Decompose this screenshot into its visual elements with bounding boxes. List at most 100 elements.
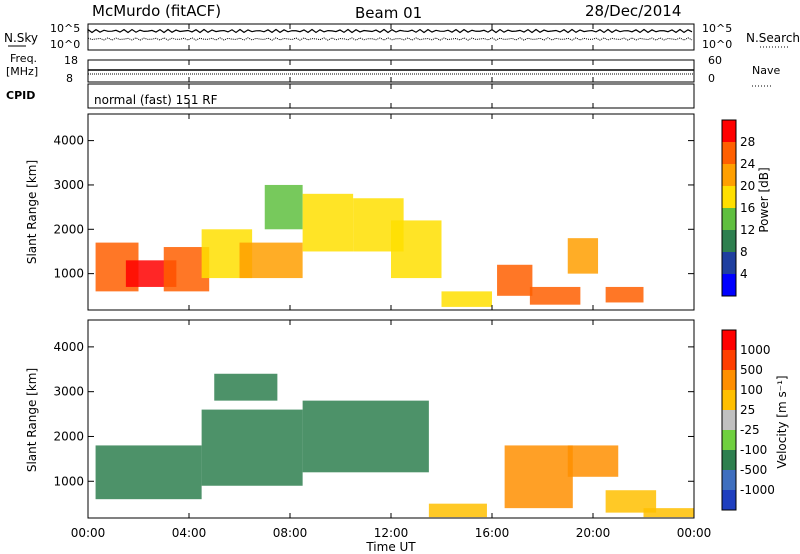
nsearch-label: N.Search	[746, 31, 800, 45]
nsky-tick-top: 10^5	[50, 22, 80, 35]
power-colorbar-frame	[721, 119, 737, 297]
nave-tick-bottom: 0	[708, 72, 715, 85]
velocity-colorbar-tick-label: 1000	[740, 343, 771, 357]
velocity-region	[643, 508, 694, 518]
power-colorbar-swatch	[722, 230, 736, 252]
nsearch-tick-bottom: 10^0	[702, 38, 732, 51]
power-colorbar-swatch	[722, 208, 736, 230]
velocity-colorbar-swatch	[722, 370, 736, 390]
velocity-colorbar-swatch	[722, 490, 736, 510]
velocity-colorbar-tick-label: 500	[740, 363, 763, 377]
velocity-colorbar-tick-label: -25	[740, 423, 760, 437]
power-ylabel: Slant Range [km]	[25, 160, 39, 264]
frequency-series	[88, 69, 694, 75]
nsearch-tick-top: 10^5	[702, 22, 732, 35]
power-region	[497, 264, 533, 296]
time-tick-label: 16:00	[475, 526, 510, 540]
power-colorbar-tick-label: 4	[740, 267, 748, 281]
velocity-region	[567, 445, 619, 477]
power-y-tick-label: 2000	[53, 222, 84, 236]
velocity-colorbar-tick-label: 100	[740, 383, 763, 397]
time-tick-label: 00:00	[677, 526, 712, 540]
noise-series	[87, 28, 693, 41]
velocity-colorbar-tick-label: -1000	[740, 483, 775, 497]
velocity-y-axis: 4000 3000 2000 1000	[53, 340, 694, 488]
nsky-label: N.Sky	[4, 31, 38, 45]
velocity-y-tick-label: 1000	[53, 474, 84, 488]
velocity-colorbar-frame	[721, 329, 737, 511]
velocity-colorbar-swatch	[722, 470, 736, 490]
velocity-region	[504, 445, 573, 509]
cpid-text: normal (fast) 151 RF	[94, 93, 218, 107]
power-colorbar-tick-label: 16	[740, 201, 755, 215]
velocity-colorbar-tick-label: 25	[740, 403, 755, 417]
nsky-line	[87, 28, 693, 34]
nsearch-line	[87, 37, 693, 41]
velocity-region	[428, 503, 487, 518]
velocity-colorbar: 1000 500 100 25 -25 -100 -500 -1000	[721, 329, 775, 511]
power-region	[302, 193, 354, 252]
time-tick-label: 08:00	[273, 526, 308, 540]
time-tick-label: 04:00	[172, 526, 207, 540]
power-colorbar-tick-label: 8	[740, 245, 748, 259]
velocity-colorbar-tick-label: -500	[740, 463, 767, 477]
nsky-tick-bottom: 10^0	[50, 38, 80, 51]
power-heatmap	[95, 184, 644, 307]
velocity-region	[201, 409, 303, 486]
power-colorbar-tick-label: 28	[740, 135, 755, 149]
velocity-y-tick-label: 4000	[53, 340, 84, 354]
date-label: 28/Dec/2014	[585, 2, 681, 20]
power-colorbar-tick-label: 12	[740, 223, 755, 237]
power-colorbar-swatch	[722, 120, 736, 142]
freq-unit-label: [MHz]	[6, 65, 38, 78]
power-y-tick-label: 3000	[53, 178, 84, 192]
velocity-colorbar-swatch	[722, 350, 736, 370]
velocity-panel: 4000 3000 2000 1000 Slant Range [km] 1000 50…	[25, 319, 789, 519]
power-region	[605, 286, 644, 303]
velocity-colorbar-swatch	[722, 390, 736, 410]
nave-tick-top: 60	[708, 54, 722, 67]
velocity-region	[214, 373, 278, 401]
power-colorbar-swatch	[722, 142, 736, 164]
velocity-colorbar-tick-label: -100	[740, 443, 767, 457]
power-y-tick-label: 4000	[53, 134, 84, 148]
power-panel: 4000 3000 2000 1000 Slant Range [km] 28 24 20…	[25, 113, 771, 311]
power-region	[529, 286, 581, 305]
time-axis: 00:00 04:00 08:00 12:00 16:00 20:00 00:00	[71, 24, 712, 540]
cpid-panel: CPID normal (fast) 151 RF	[6, 83, 695, 109]
power-region	[567, 238, 599, 274]
power-region	[441, 291, 492, 307]
nave-label: Nave	[752, 64, 780, 77]
velocity-colorbar-label: Velocity [m s⁻¹]	[775, 375, 789, 468]
velocity-ylabel: Slant Range [km]	[25, 368, 39, 472]
power-colorbar-tick-label: 20	[740, 179, 755, 193]
power-region	[391, 220, 442, 279]
time-tick-label: 12:00	[374, 526, 409, 540]
velocity-y-tick-label: 3000	[53, 385, 84, 399]
time-tick-label: 00:00	[71, 526, 106, 540]
power-y-axis: 4000 3000 2000 1000	[53, 134, 694, 281]
power-colorbar-swatch	[722, 164, 736, 186]
beam-label: Beam 01	[355, 4, 422, 22]
time-axis-label: Time UT	[365, 540, 416, 554]
velocity-heatmap	[95, 373, 694, 518]
power-colorbar-swatch	[722, 186, 736, 208]
velocity-colorbar-swatch	[722, 410, 736, 430]
time-tick-label: 20:00	[576, 526, 611, 540]
power-colorbar-swatch	[722, 274, 736, 296]
velocity-region	[302, 400, 429, 473]
velocity-colorbar-swatch	[722, 330, 736, 350]
noise-panel: N.Sky 10^5 10^0 10^5 10^0 N.Search	[4, 22, 800, 51]
frequency-panel: Freq. [MHz] 18 8 60 0 Nave	[6, 52, 780, 87]
freq-tick-bottom: 8	[66, 72, 73, 85]
power-colorbar-swatch	[722, 252, 736, 274]
cpid-label: CPID	[6, 89, 35, 102]
power-region	[264, 184, 303, 230]
power-colorbar-label: Power [dB]	[757, 167, 771, 232]
power-colorbar-tick-label: 24	[740, 157, 755, 171]
velocity-region	[605, 490, 657, 513]
velocity-y-tick-label: 2000	[53, 429, 84, 443]
velocity-region	[95, 445, 202, 500]
velocity-colorbar-swatch	[722, 430, 736, 450]
